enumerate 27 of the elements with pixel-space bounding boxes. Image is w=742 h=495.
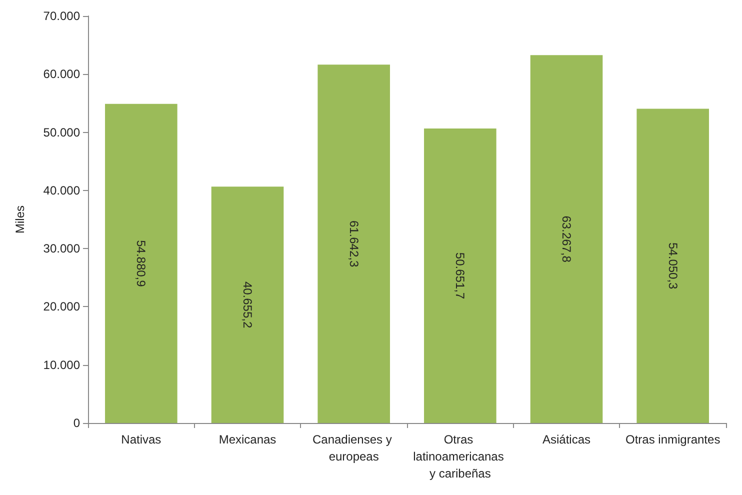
y-tick-label: 50.000 bbox=[43, 125, 80, 140]
y-tick-label: 60.000 bbox=[43, 67, 80, 82]
data-label: 50.651,7 bbox=[453, 252, 468, 300]
data-label: 40.655,2 bbox=[240, 281, 254, 328]
y-tick-label: 10.000 bbox=[43, 358, 80, 372]
y-tick-label: 40.000 bbox=[43, 183, 80, 198]
bar bbox=[530, 55, 603, 423]
y-tick-label: 30.000 bbox=[43, 242, 80, 256]
y-tick-label: 20.000 bbox=[43, 300, 80, 314]
bar bbox=[318, 64, 390, 423]
bar bbox=[105, 104, 178, 423]
bar bbox=[424, 128, 496, 423]
y-tick-label: 70.000 bbox=[43, 9, 80, 23]
bar bbox=[636, 108, 709, 423]
x-tick-label: Otras inmigrantes bbox=[625, 432, 720, 446]
x-tick-label: Canadienses y europeas bbox=[312, 432, 396, 464]
x-tick-label: Otras latinoamericanas y caribeñas bbox=[413, 432, 508, 480]
x-tick-label: Asiáticas bbox=[542, 432, 591, 446]
x-tick-label: Mexicanas bbox=[218, 432, 276, 446]
data-label: 54.880,9 bbox=[134, 240, 148, 288]
x-tick-label: Nativas bbox=[121, 432, 162, 446]
bar bbox=[211, 186, 284, 423]
data-label: 61.642,3 bbox=[346, 220, 361, 268]
y-tick-label: 0 bbox=[73, 416, 80, 430]
y-axis-title: Miles bbox=[13, 205, 27, 234]
data-label: 63.267,8 bbox=[560, 216, 574, 263]
data-label: 54.050,3 bbox=[666, 242, 680, 290]
